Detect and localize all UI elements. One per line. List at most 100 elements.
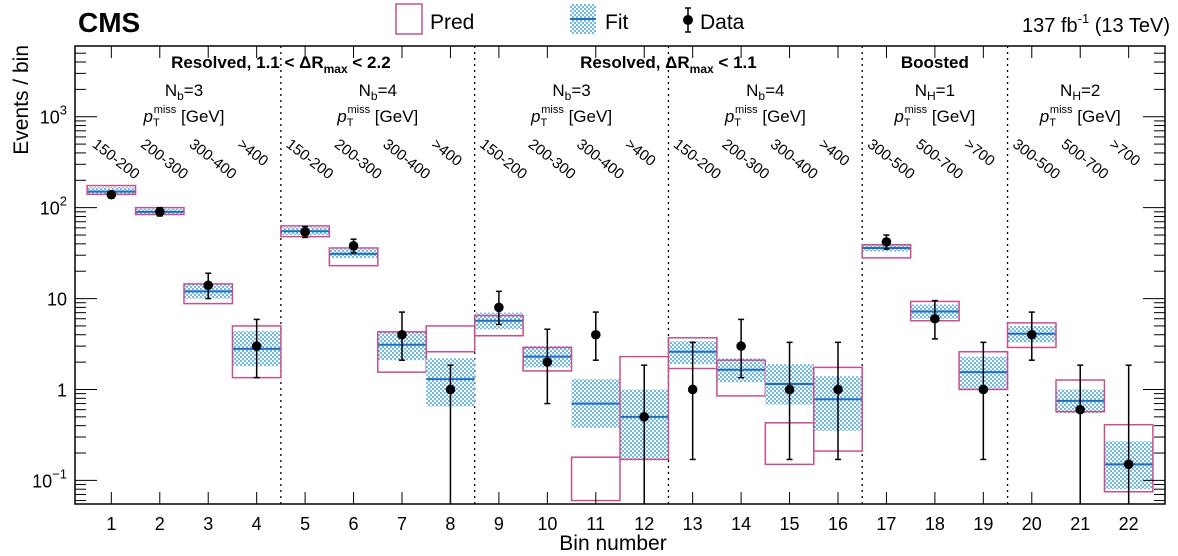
bin-range-label-8: >400 <box>428 136 465 170</box>
data-point-bin-9 <box>494 302 504 313</box>
luminosity-label: 137 fb-1 (13 TeV) <box>1022 11 1170 37</box>
x-tick-label-1: 1 <box>106 514 116 534</box>
subregion-ptmiss-6: pTmiss [GeV] <box>1039 104 1121 129</box>
data-point-bin-6 <box>348 241 359 251</box>
bin-range-label-12: >400 <box>622 136 659 170</box>
legend-data-label: Data <box>700 11 745 34</box>
bin-range-label-13: 150-200 <box>670 136 724 183</box>
subregion-ptmiss-1: pTmiss [GeV] <box>143 104 225 129</box>
bin-range-label-20: 300-500 <box>1009 136 1063 183</box>
data-point-bin-15 <box>784 384 795 395</box>
x-tick-label-21: 21 <box>1070 514 1090 534</box>
bin-range-label-5: 150-200 <box>283 136 337 183</box>
bin-range-label-11: 300-400 <box>573 136 627 183</box>
x-tick-label-9: 9 <box>494 514 504 534</box>
bin-range-label-1: 150-200 <box>89 136 143 183</box>
bin-range-label-3: 300-400 <box>186 136 240 183</box>
legend-data-marker <box>683 15 693 25</box>
experiment-label: CMS <box>78 7 140 38</box>
data-point-bin-18 <box>930 313 940 324</box>
data-point-bin-22 <box>1123 459 1134 470</box>
subregion-ptmiss-5: pTmiss [GeV] <box>893 104 975 129</box>
pred-box-bin-8 <box>425 325 476 353</box>
x-tick-label-18: 18 <box>925 514 945 534</box>
region-title-resolved-low-dr: Resolved, ΔRmax < 1.1 <box>580 53 757 76</box>
region-title-resolved-high-dr: Resolved, 1.1 < ΔRmax < 2.2 <box>171 53 391 76</box>
bin-range-label-10: 200-300 <box>525 136 579 183</box>
x-tick-label-7: 7 <box>397 514 407 534</box>
data-point-bin-17 <box>881 237 892 247</box>
subregion-multiplicity-2: Nb=4 <box>359 81 397 103</box>
bin-range-label-9: 150-200 <box>476 136 530 183</box>
data-point-bin-21 <box>1075 404 1086 415</box>
data-point-bin-1 <box>106 189 117 200</box>
x-tick-label-11: 11 <box>586 514 605 534</box>
data-point-bin-8 <box>445 384 456 395</box>
bin-range-label-6: 200-300 <box>331 136 385 183</box>
x-axis-title: Bin number <box>559 532 666 555</box>
bin-range-label-18: 500-700 <box>912 136 966 183</box>
subregion-multiplicity-5: NH=1 <box>915 81 955 103</box>
bin-range-label-17: 300-500 <box>864 136 918 183</box>
data-point-bin-3 <box>203 280 214 291</box>
subregion-multiplicity-3: Nb=3 <box>552 81 590 103</box>
y-tick-label-1: 10−1 <box>32 466 67 491</box>
data-point-bin-4 <box>251 341 262 351</box>
y-tick-label-4: 102 <box>40 194 67 219</box>
bin-range-label-22: >700 <box>1106 136 1143 170</box>
data-point-bin-19 <box>978 384 989 395</box>
bin-range-label-19: >700 <box>961 136 998 170</box>
subregion-ptmiss-2: pTmiss [GeV] <box>336 104 418 129</box>
legend: Pred Fit Data <box>395 3 745 35</box>
bin-range-label-14: 200-300 <box>719 136 773 183</box>
x-tick-label-12: 12 <box>634 514 654 534</box>
bin-range-label-2: 200-300 <box>137 136 191 183</box>
x-tick-label-5: 5 <box>300 514 310 534</box>
bin-range-label-4: >400 <box>234 136 271 170</box>
region-title-boosted: Boosted <box>901 53 969 72</box>
x-tick-label-19: 19 <box>973 514 993 534</box>
legend-pred-label: Pred <box>430 11 474 34</box>
subregion-multiplicity-6: NH=2 <box>1060 81 1100 103</box>
data-point-bin-11 <box>590 329 601 340</box>
plot-frame <box>74 45 1166 505</box>
subregion-multiplicity-4: Nb=4 <box>746 81 784 103</box>
x-tick-label-15: 15 <box>780 514 800 534</box>
bin-range-label-16: >400 <box>816 136 853 170</box>
x-tick-label-20: 20 <box>1022 514 1042 534</box>
legend-pred-swatch <box>395 3 423 35</box>
x-tick-label-4: 4 <box>252 514 262 534</box>
legend-fit-label: Fit <box>605 11 628 34</box>
x-tick-label-14: 14 <box>731 514 751 534</box>
data-point-bin-13 <box>687 384 698 395</box>
data-point-bin-7 <box>397 329 407 340</box>
x-tick-label-8: 8 <box>445 514 455 534</box>
x-tick-label-6: 6 <box>349 514 359 534</box>
subregion-multiplicity-1: Nb=3 <box>165 81 203 103</box>
x-tick-label-16: 16 <box>828 514 848 534</box>
x-tick-label-2: 2 <box>155 514 165 534</box>
bin-range-label-15: 300-400 <box>767 136 821 183</box>
plot-area <box>74 45 1166 505</box>
x-tick-label-22: 22 <box>1119 514 1139 534</box>
bin-range-label-7: 300-400 <box>380 136 434 183</box>
y-axis-title: Events / bin <box>10 45 33 155</box>
subregion-ptmiss-3: pTmiss [GeV] <box>530 104 612 129</box>
data-point-bin-14 <box>736 341 746 351</box>
x-tick-label-17: 17 <box>876 514 896 534</box>
x-tick-label-13: 13 <box>683 514 703 534</box>
subregion-ptmiss-4: pTmiss [GeV] <box>724 104 806 129</box>
data-point-bin-16 <box>833 384 843 395</box>
data-point-bin-2 <box>154 207 165 217</box>
y-tick-label-2: 1 <box>57 380 67 400</box>
data-point-bin-20 <box>1026 329 1037 340</box>
x-tick-label-3: 3 <box>203 514 213 534</box>
x-tick-label-10: 10 <box>537 514 557 534</box>
y-tick-label-3: 10 <box>47 290 67 310</box>
data-point-bin-5 <box>300 227 310 237</box>
bin-range-label-21: 500-700 <box>1058 136 1112 183</box>
y-tick-label-5: 103 <box>40 103 67 128</box>
data-point-bin-10 <box>542 357 553 367</box>
data-point-bin-12 <box>639 412 650 422</box>
